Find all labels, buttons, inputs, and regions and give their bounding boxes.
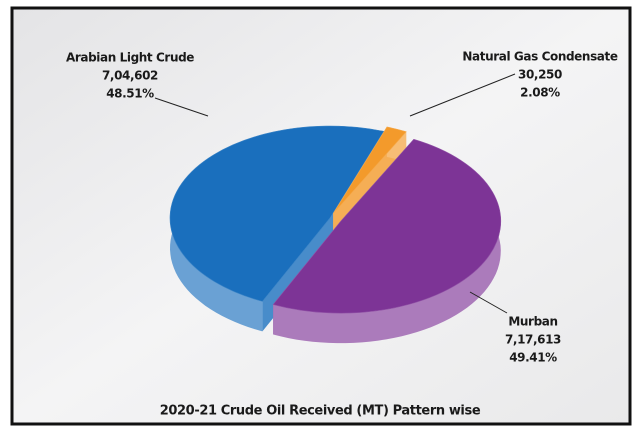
- slice: [272, 138, 502, 314]
- data-label-percent: 48.51%: [106, 87, 154, 101]
- slice-side: [273, 139, 501, 344]
- slice: [332, 126, 407, 214]
- data-label-value: 7,17,613: [505, 333, 561, 347]
- pie: [169, 125, 502, 344]
- labels: Arabian Light Crude 7,04,602 48.51% Natural…: [66, 50, 618, 365]
- data-label-name: Natural Gas Condensate: [462, 50, 617, 64]
- data-label-name: Arabian Light Crude: [66, 51, 194, 65]
- leader-line: [469, 291, 508, 314]
- data-label-value: 30,250: [518, 68, 562, 82]
- chart-title: 2020-21 Crude Oil Received (MT) Pattern …: [160, 404, 481, 419]
- leader-line: [409, 73, 516, 117]
- data-label-name: Murban: [508, 315, 557, 329]
- data-label-percent: 2.08%: [520, 86, 560, 100]
- data-label-percent: 49.41%: [509, 351, 557, 365]
- leader-line: [154, 97, 209, 117]
- slice: [169, 125, 385, 302]
- data-label-value: 7,04,602: [102, 69, 158, 83]
